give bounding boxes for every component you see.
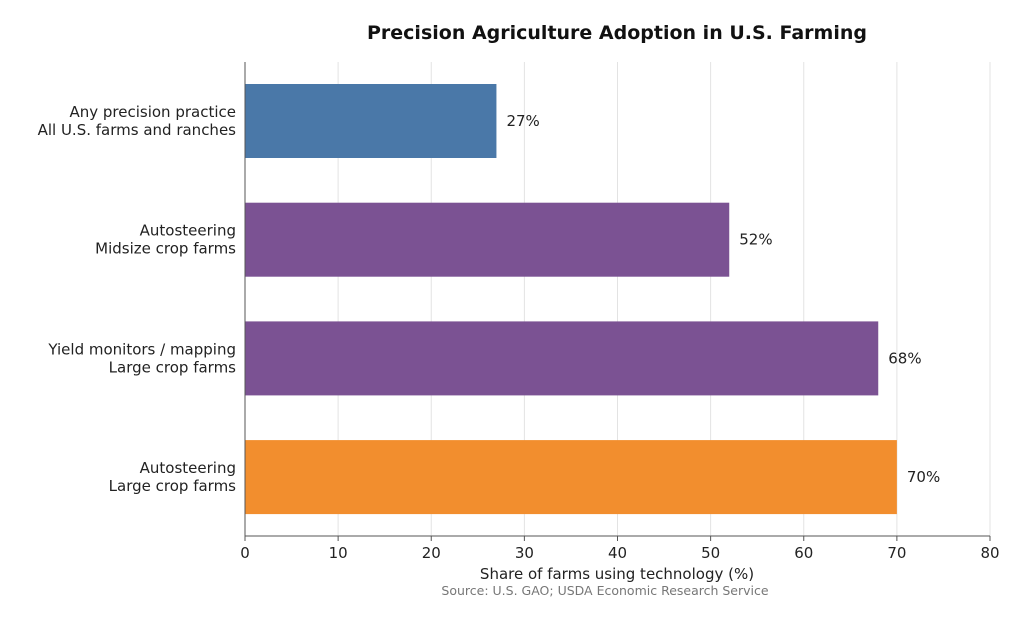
bars: 27% 52% 68% 70% xyxy=(245,84,940,515)
x-tick-label: 80 xyxy=(980,544,999,562)
x-axis-label: Share of farms using technology (%) xyxy=(480,565,754,583)
category-label: Yield monitors / mapping xyxy=(47,340,236,358)
bar-value-label: 70% xyxy=(907,468,940,486)
bar xyxy=(245,440,897,515)
category-label: Autosteering xyxy=(140,459,236,477)
x-ticks: 0 10 20 30 40 50 60 70 80 xyxy=(240,536,1000,562)
category-label: Large crop farms xyxy=(109,358,237,376)
x-tick-label: 0 xyxy=(240,544,250,562)
x-tick-label: 10 xyxy=(329,544,348,562)
bar-value-label: 27% xyxy=(506,112,539,130)
source-note: Source: U.S. GAO; USDA Economic Research… xyxy=(441,583,768,598)
bar-value-label: 68% xyxy=(888,349,921,367)
x-tick-label: 20 xyxy=(422,544,441,562)
x-tick-label: 60 xyxy=(794,544,813,562)
bar xyxy=(245,321,879,396)
category-label: Large crop farms xyxy=(109,477,237,495)
category-label: Autosteering xyxy=(140,222,236,240)
category-label: Midsize crop farms xyxy=(95,240,236,258)
bar xyxy=(245,202,730,277)
bar xyxy=(245,84,497,158)
x-tick-label: 30 xyxy=(515,544,534,562)
category-label: All U.S. farms and ranches xyxy=(38,121,237,139)
x-tick-label: 70 xyxy=(887,544,906,562)
x-tick-label: 40 xyxy=(608,544,627,562)
bar-value-label: 52% xyxy=(739,231,772,249)
chart-title: Precision Agriculture Adoption in U.S. F… xyxy=(367,22,867,44)
x-tick-label: 50 xyxy=(701,544,720,562)
category-label: Any precision practice xyxy=(69,103,236,121)
